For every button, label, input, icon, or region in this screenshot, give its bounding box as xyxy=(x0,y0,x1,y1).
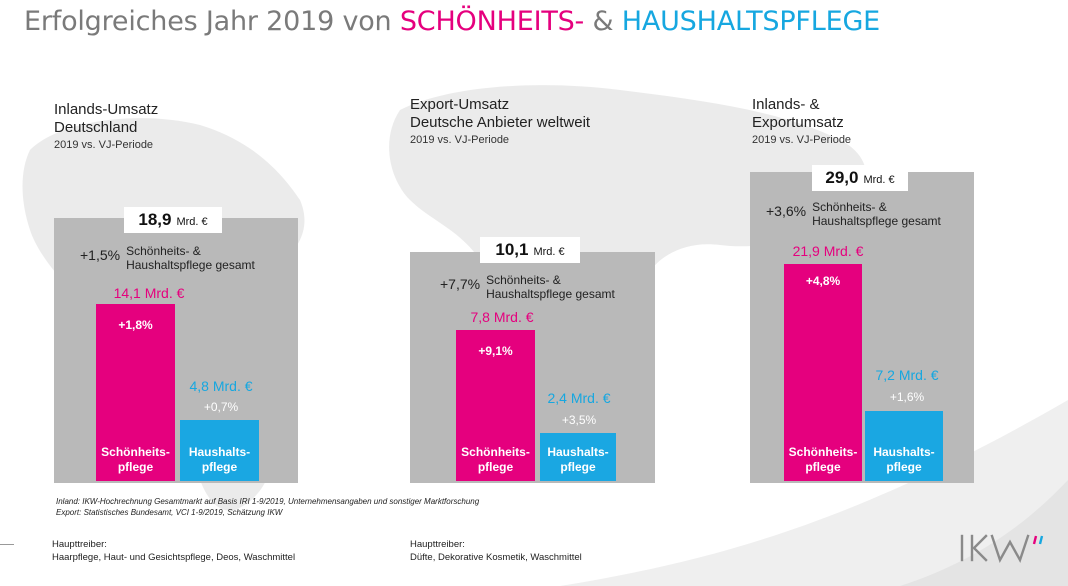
panel-3-total-growth-label-1: Schönheits- & xyxy=(812,200,887,214)
driver-export: Haupttreiber: Düfte, Dekorative Kosmetik… xyxy=(410,538,582,564)
panel-2-total-value: 10,1 xyxy=(495,240,529,259)
panel-1-household-name-1: Haushalts- xyxy=(188,445,251,459)
panel-1-total: 18,9 Mrd. € xyxy=(124,207,222,233)
page-title: Erfolgreiches Jahr 2019 von SCHÖNHEITS- … xyxy=(24,6,880,37)
panel-3-total-value: 29,0 xyxy=(825,168,859,187)
panel-2-household-name-1: Haushalts- xyxy=(547,445,609,459)
panel-2-subtitle: 2019 vs. VJ-Periode xyxy=(410,134,510,146)
panel-1-household-growth: +0,7% xyxy=(203,400,239,414)
panel-1-total-growth-label-2: Haushaltspflege gesamt xyxy=(126,258,255,272)
panel-3-total-unit: Mrd. € xyxy=(863,174,895,186)
panel-1-beauty-bar: +1,8% Schönheits-pflege xyxy=(96,304,175,481)
panel-1-beauty-name-1: Schönheits- xyxy=(101,445,170,459)
panel-1-title-line1: Inlands-Umsatz xyxy=(54,101,159,118)
panel-3-subtitle: 2019 vs. VJ-Periode xyxy=(752,134,852,146)
panel-2-total-growth-label-1: Schönheits- & xyxy=(486,273,561,287)
panel-3-household-bar: Haushalts-pflege xyxy=(865,411,943,481)
panel-1-subtitle: 2019 vs. VJ-Periode xyxy=(54,139,154,151)
panel-1-total-unit: Mrd. € xyxy=(176,216,208,228)
panel-1-header: Inlands-Umsatz Deutschland 2019 vs. VJ-P… xyxy=(54,101,158,153)
panel-3-household-name: Haushalts-pflege xyxy=(865,445,943,475)
panel-3-beauty-name: Schönheits-pflege xyxy=(784,445,862,475)
panel-1-household-bar: Haushalts-pflege xyxy=(180,420,259,481)
driver-export-heading: Haupttreiber: xyxy=(410,539,465,550)
panel-1-beauty-value: 14,1 Mrd. € xyxy=(113,285,185,301)
panel-3-beauty-name-2: pflege xyxy=(805,460,841,474)
panel-2-beauty-growth: +9,1% xyxy=(478,344,513,358)
panel-2-header: Export-Umsatz Deutsche Anbieter weltweit… xyxy=(410,96,590,148)
panel-1-beauty-name: Schönheits-pflege xyxy=(96,445,175,475)
panel-2-total-growth-label-2: Haushaltspflege gesamt xyxy=(486,287,615,301)
panel-3-total-growth: +3,6% Schönheits- & Haushaltspflege gesa… xyxy=(766,200,941,228)
panel-3-household-value: 7,2 Mrd. € xyxy=(875,367,939,383)
panel-1-beauty-growth: +1,8% xyxy=(118,318,153,332)
panel-2-household-value: 2,4 Mrd. € xyxy=(547,390,611,406)
panel-2-beauty-value: 7,8 Mrd. € xyxy=(470,309,534,325)
title-prefix: Erfolgreiches Jahr 2019 von xyxy=(24,6,400,37)
panel-2-beauty-bar: +9,1% Schönheits-pflege xyxy=(456,330,535,481)
panel-3-total-growth-label-2: Haushaltspflege gesamt xyxy=(812,214,941,228)
panel-3-header: Inlands- & Exportumsatz 2019 vs. VJ-Peri… xyxy=(752,96,851,148)
title-household: HAUSHALTSPFLEGE xyxy=(621,6,881,37)
panel-2-beauty-name-2: pflege xyxy=(477,460,514,474)
panel-1-total-growth-label-1: Schönheits- & xyxy=(126,244,201,258)
panel-2-total: 10,1 Mrd. € xyxy=(480,237,580,263)
ikw-logo xyxy=(960,534,1044,563)
panel-3-household-name-1: Haushalts- xyxy=(873,445,935,459)
panel-3-total: 29,0 Mrd. € xyxy=(812,165,908,191)
panel-2-total-growth-pct: +7,7% xyxy=(440,276,481,292)
source-note-domestic: Inland: IKW-Hochrechnung Gesamtmarkt auf… xyxy=(56,497,480,506)
title-beauty: SCHÖNHEITS- xyxy=(399,6,585,37)
panel-3-beauty-bar: +4,8% Schönheits-pflege xyxy=(784,264,862,481)
panel-2-total-growth: +7,7% Schönheits- & Haushaltspflege gesa… xyxy=(440,273,615,301)
panel-3-beauty-value: 21,9 Mrd. € xyxy=(792,243,864,259)
panel-1-total-growth-pct: +1,5% xyxy=(80,247,121,263)
divider xyxy=(0,544,14,545)
driver-domestic-text: Haarpflege, Haut- und Gesichtspflege, De… xyxy=(52,552,296,563)
panel-1-household-name-2: pflege xyxy=(201,460,238,474)
panel-3-total-growth-pct: +3,6% xyxy=(766,203,807,219)
panel-3-title-line1: Inlands- & xyxy=(752,96,820,113)
panel-1-household-value: 4,8 Mrd. € xyxy=(189,378,253,394)
panel-1-total-value: 18,9 xyxy=(138,210,172,229)
panel-3-beauty-name-1: Schönheits- xyxy=(788,445,858,459)
panel-2-beauty-name: Schönheits-pflege xyxy=(456,445,535,475)
panel-1-total-growth: +1,5% Schönheits- & Haushaltspflege gesa… xyxy=(80,244,255,272)
panel-3-title-line2: Exportumsatz xyxy=(752,114,844,131)
panel-2-household-growth: +3,5% xyxy=(561,413,597,427)
driver-domestic-heading: Haupttreiber: xyxy=(52,539,107,550)
panel-1-title-line2: Deutschland xyxy=(54,119,138,136)
panel-2-total-unit: Mrd. € xyxy=(533,246,565,258)
driver-export-text: Düfte, Dekorative Kosmetik, Waschmittel xyxy=(410,552,582,563)
driver-domestic: Haupttreiber: Haarpflege, Haut- und Gesi… xyxy=(52,538,295,564)
panel-3-household-name-2: pflege xyxy=(886,460,922,474)
panel-2-beauty-name-1: Schönheits- xyxy=(461,445,530,459)
panel-1-beauty-name-2: pflege xyxy=(117,460,154,474)
panel-3-beauty-growth: +4,8% xyxy=(805,274,841,288)
panel-2-household-name: Haushalts-pflege xyxy=(540,445,616,475)
panel-2-title-line2: Deutsche Anbieter weltweit xyxy=(410,114,591,131)
panel-2-household-bar: Haushalts-pflege xyxy=(540,433,616,481)
panel-1-household-name: Haushalts-pflege xyxy=(180,445,259,475)
panel-2-title-line1: Export-Umsatz xyxy=(410,96,510,113)
panel-3-household-growth: +1,6% xyxy=(889,390,925,404)
source-note-export: Export: Statistisches Bundesamt, VCI 1-9… xyxy=(56,508,283,517)
panel-2-household-name-2: pflege xyxy=(560,460,596,474)
title-amp: & xyxy=(584,6,622,37)
